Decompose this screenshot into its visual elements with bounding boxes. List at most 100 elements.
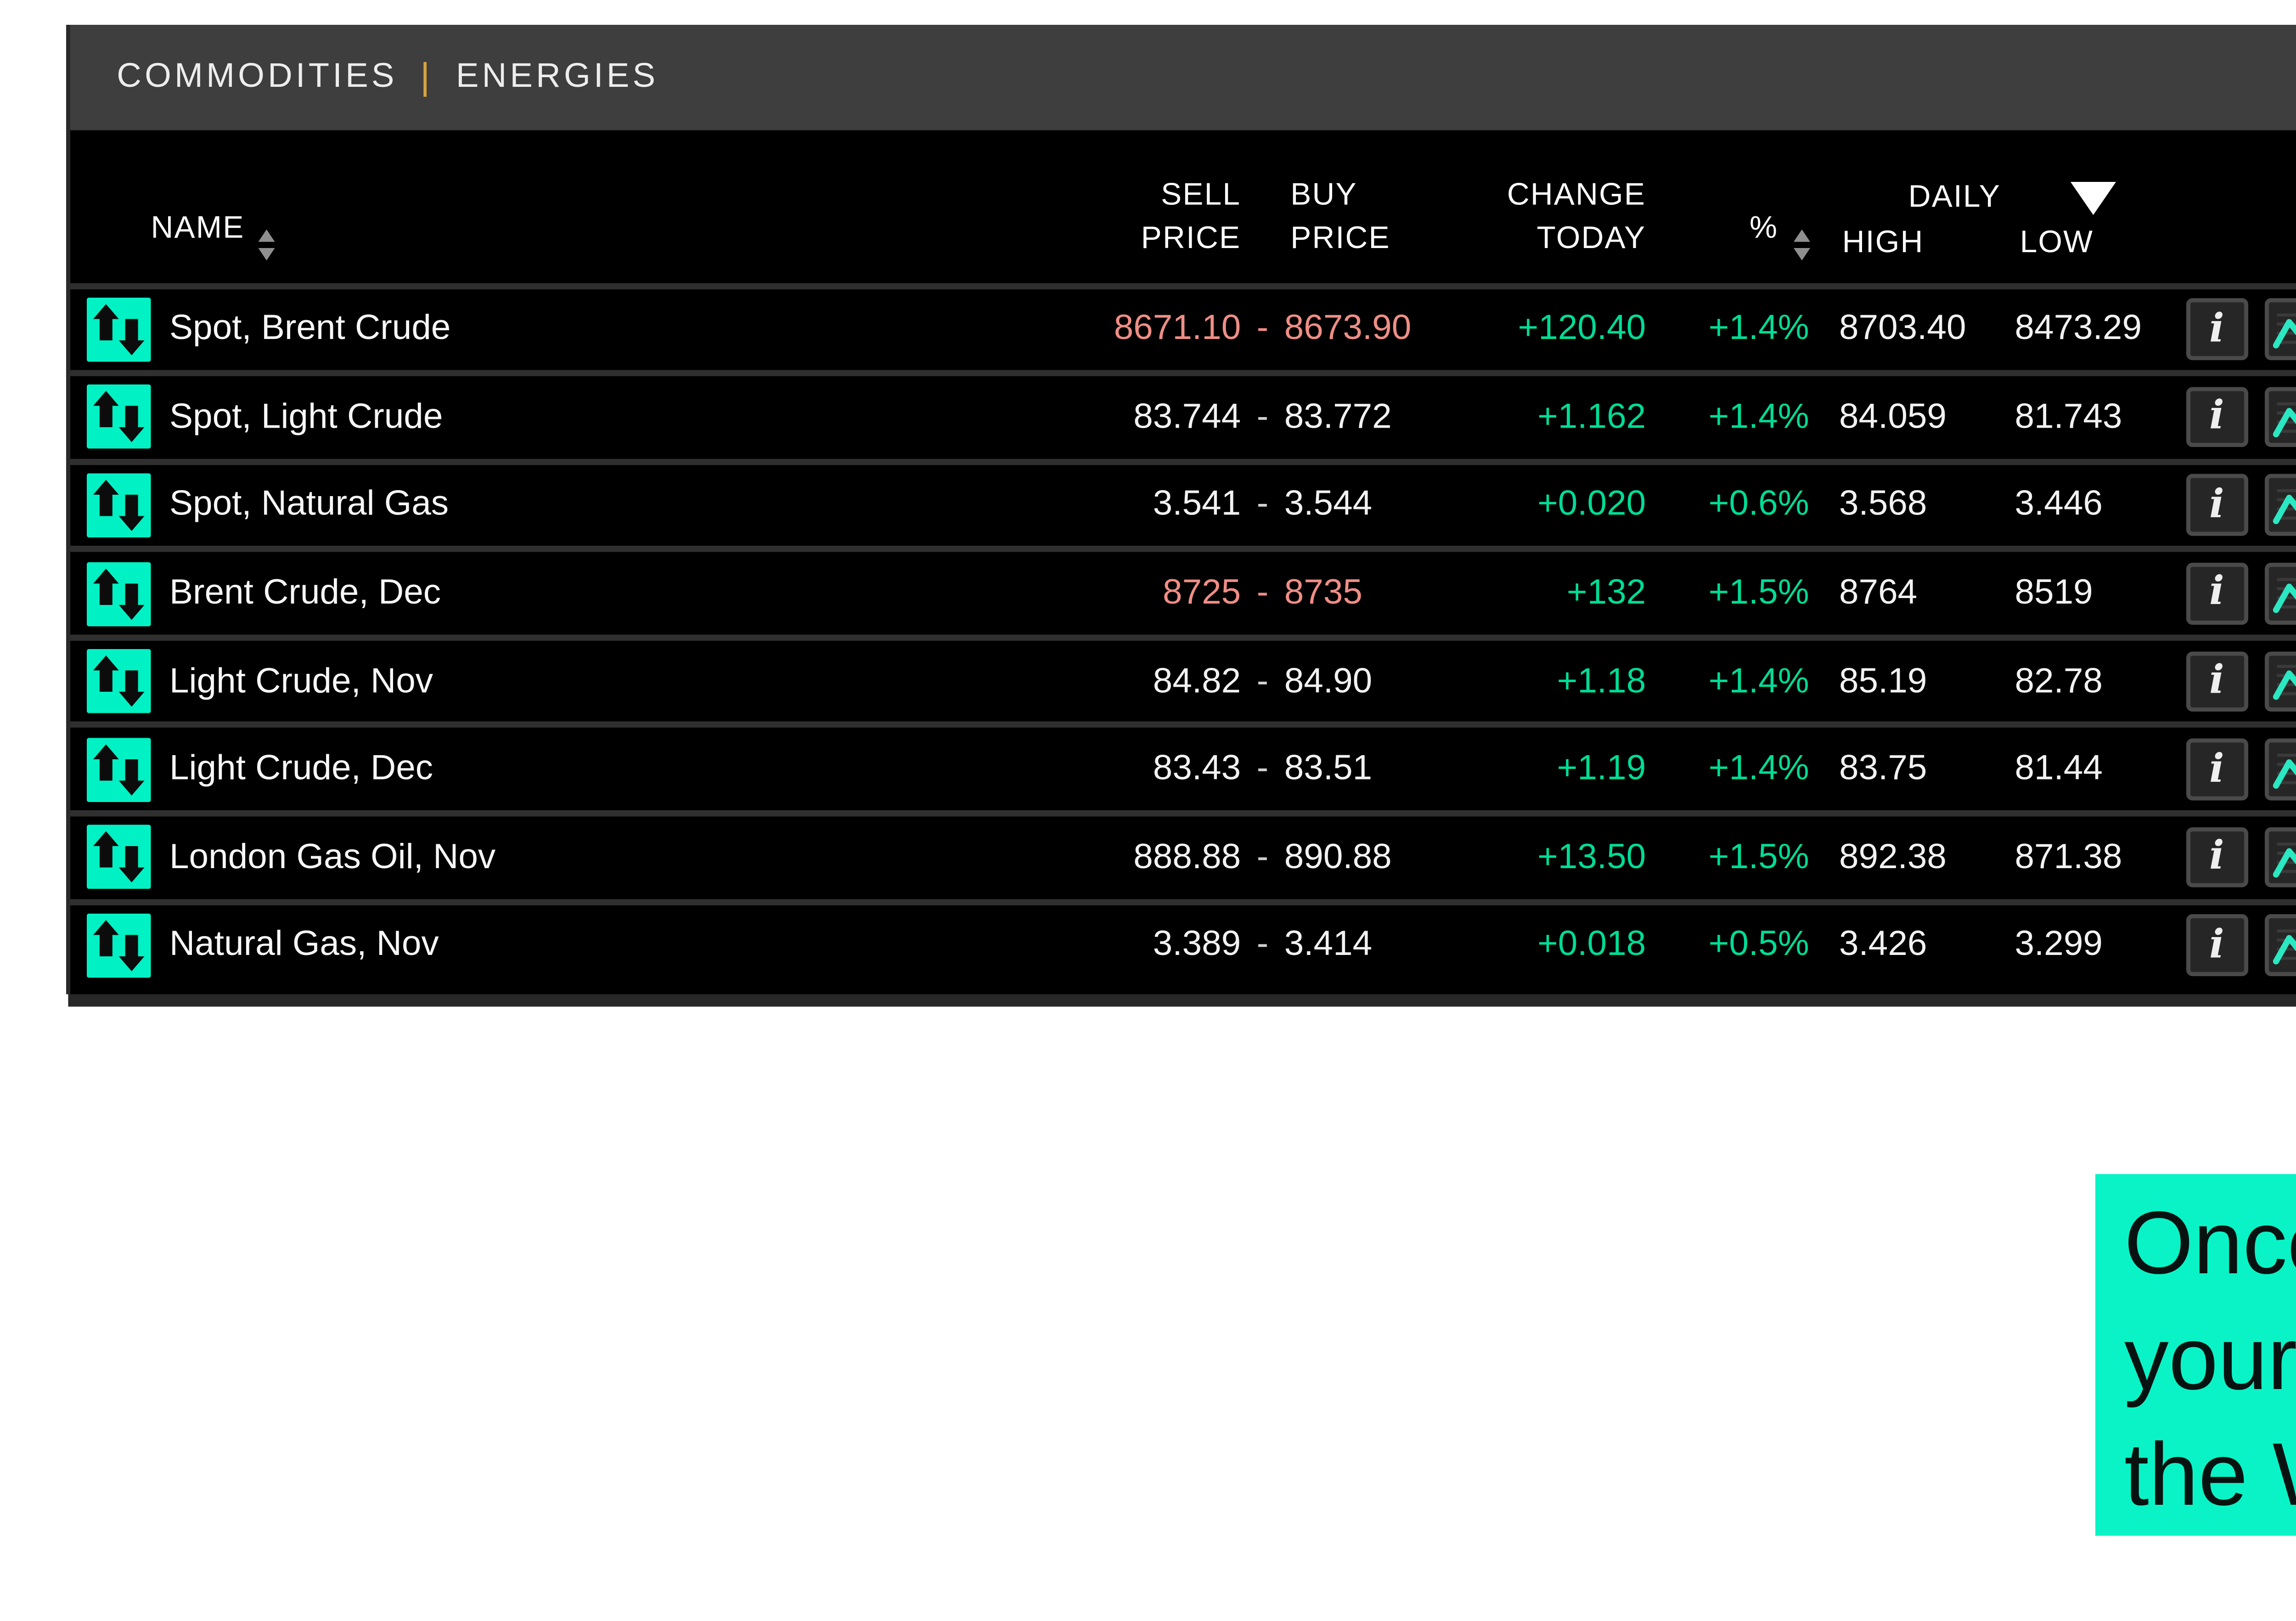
sell-price[interactable]: 3.389 (1153, 925, 1241, 965)
price-dash: - (1256, 396, 1269, 436)
chart-icon[interactable] (2263, 915, 2296, 976)
header-percent-label: % (1749, 211, 1778, 246)
info-icon[interactable]: i (2186, 739, 2247, 800)
buy-price[interactable]: 83.772 (1284, 396, 1392, 436)
change-percent: +1.4% (1708, 396, 1809, 436)
table-header: NAME SELL PRICE BUY PRICE CHANGE TODAY % DA… (69, 129, 2296, 282)
buy-price[interactable]: 84.90 (1284, 661, 1373, 700)
daily-high: 84.059 (1839, 396, 1947, 436)
chart-icon[interactable] (2263, 299, 2296, 360)
daily-low: 81.44 (2015, 749, 2103, 788)
chart-icon[interactable] (2263, 739, 2296, 800)
change-today: +1.18 (1557, 661, 1646, 700)
sort-icon (1792, 229, 1809, 260)
sell-price[interactable]: 888.88 (1133, 836, 1241, 876)
instrument-updown-icon (87, 553, 151, 634)
instrument-name: Brent Crude, Dec (169, 572, 441, 612)
commodities-window: COMMODITIES | ENERGIES NAME SELL PRICE BU… (69, 25, 2296, 994)
buy-price[interactable]: 83.51 (1284, 749, 1373, 788)
chart-icon[interactable] (2263, 827, 2296, 888)
daily-low: 82.78 (2015, 661, 2103, 700)
chart-icon[interactable] (2263, 474, 2296, 536)
buy-price[interactable]: 890.88 (1284, 836, 1392, 876)
instrument-name: Light Crude, Nov (169, 661, 433, 700)
instrument-name: Spot, Light Crude (169, 396, 443, 436)
chart-icon[interactable] (2263, 563, 2296, 624)
buy-price[interactable]: 8673.90 (1284, 308, 1412, 348)
info-icon[interactable]: i (2186, 915, 2247, 976)
instrument-updown-icon (87, 376, 151, 458)
watchlist-tooltip: Once logged into your account, click the… (2095, 1174, 2296, 1536)
price-dash: - (1256, 661, 1269, 700)
header-daily-label: DAILY (1908, 179, 2001, 214)
info-icon[interactable]: i (2186, 299, 2247, 360)
instrument-updown-icon (87, 640, 151, 722)
info-icon[interactable]: i (2186, 474, 2247, 536)
buy-price[interactable]: 3.414 (1284, 925, 1373, 965)
sell-price[interactable]: 8671.10 (1114, 308, 1241, 348)
buy-price[interactable]: 3.544 (1284, 485, 1373, 524)
sell-price[interactable]: 83.43 (1153, 749, 1241, 788)
info-icon[interactable]: i (2186, 387, 2247, 448)
instrument-updown-icon (87, 464, 151, 546)
change-today: +1.162 (1537, 396, 1646, 436)
instrument-name: Spot, Brent Crude (169, 308, 451, 348)
sort-icon (259, 229, 276, 260)
change-percent: +1.5% (1708, 572, 1809, 612)
header-name-sort[interactable]: NAME (151, 211, 276, 260)
title-separator: | (420, 55, 433, 97)
info-icon[interactable]: i (2186, 827, 2247, 888)
header-name-label: NAME (151, 211, 245, 246)
table-row: Spot, Brent Crude 8671.10 - 8673.90 +120… (69, 282, 2296, 370)
info-icon[interactable]: i (2186, 563, 2247, 624)
tooltip-line: your account, click (2124, 1310, 2296, 1410)
instrument-name: Spot, Natural Gas (169, 485, 449, 524)
header-daily-dropdown[interactable]: DAILY (1908, 179, 2001, 214)
buy-price[interactable]: 8735 (1284, 572, 1362, 612)
header-sell-price: SELL PRICE (1141, 176, 1241, 255)
instrument-updown-icon (87, 729, 151, 810)
daily-dropdown-icon[interactable] (2069, 181, 2115, 214)
change-percent: +0.6% (1708, 485, 1809, 524)
table-row: Spot, Light Crude 83.744 - 83.772 +1.162… (69, 370, 2296, 458)
header-low: LOW (2020, 224, 2094, 260)
change-today: +1.19 (1557, 749, 1646, 788)
instrument-updown-icon (87, 288, 151, 370)
info-icon[interactable]: i (2186, 651, 2247, 712)
daily-low: 8473.29 (2015, 308, 2142, 348)
table-row: Brent Crude, Dec 8725 - 8735 +132 +1.5% … (69, 546, 2296, 634)
tooltip-line: the Watchlist icon. (2124, 1426, 2296, 1525)
table-row: Natural Gas, Nov 3.389 - 3.414 +0.018 +0… (69, 898, 2296, 987)
sell-price[interactable]: 84.82 (1153, 661, 1241, 700)
table-row: Light Crude, Nov 84.82 - 84.90 +1.18 +1.… (69, 634, 2296, 723)
change-today: +120.40 (1518, 308, 1646, 348)
sell-price[interactable]: 83.744 (1133, 396, 1241, 436)
instrument-name: London Gas Oil, Nov (169, 836, 496, 876)
header-buy-price: BUY PRICE (1290, 176, 1390, 255)
titlebar[interactable]: COMMODITIES | ENERGIES (69, 25, 2296, 130)
change-percent: +1.4% (1708, 749, 1809, 788)
window-title: COMMODITIES | ENERGIES (69, 55, 658, 99)
header-percent-sort[interactable]: % (1660, 211, 1809, 260)
instrument-list: Spot, Brent Crude 8671.10 - 8673.90 +120… (69, 282, 2296, 987)
chart-icon[interactable] (2263, 651, 2296, 712)
table-row: Light Crude, Dec 83.43 - 83.51 +1.19 +1.… (69, 722, 2296, 811)
sell-price[interactable]: 3.541 (1153, 485, 1241, 524)
daily-high: 8703.40 (1839, 308, 1966, 348)
daily-high: 3.568 (1839, 485, 1927, 524)
tooltip-line: Once logged into (2124, 1195, 2296, 1294)
daily-low: 3.299 (2015, 925, 2103, 965)
sell-price[interactable]: 8725 (1163, 572, 1241, 612)
title-left: COMMODITIES (117, 57, 398, 95)
title-right: ENERGIES (456, 57, 659, 95)
header-high: HIGH (1842, 224, 1924, 260)
chart-icon[interactable] (2263, 387, 2296, 448)
price-dash: - (1256, 485, 1269, 524)
header-change-today: CHANGE TODAY (1507, 176, 1646, 255)
change-percent: +1.5% (1708, 836, 1809, 876)
price-dash: - (1256, 308, 1269, 348)
change-today: +13.50 (1537, 836, 1646, 876)
change-percent: +0.5% (1708, 925, 1809, 965)
daily-high: 3.426 (1839, 925, 1927, 965)
